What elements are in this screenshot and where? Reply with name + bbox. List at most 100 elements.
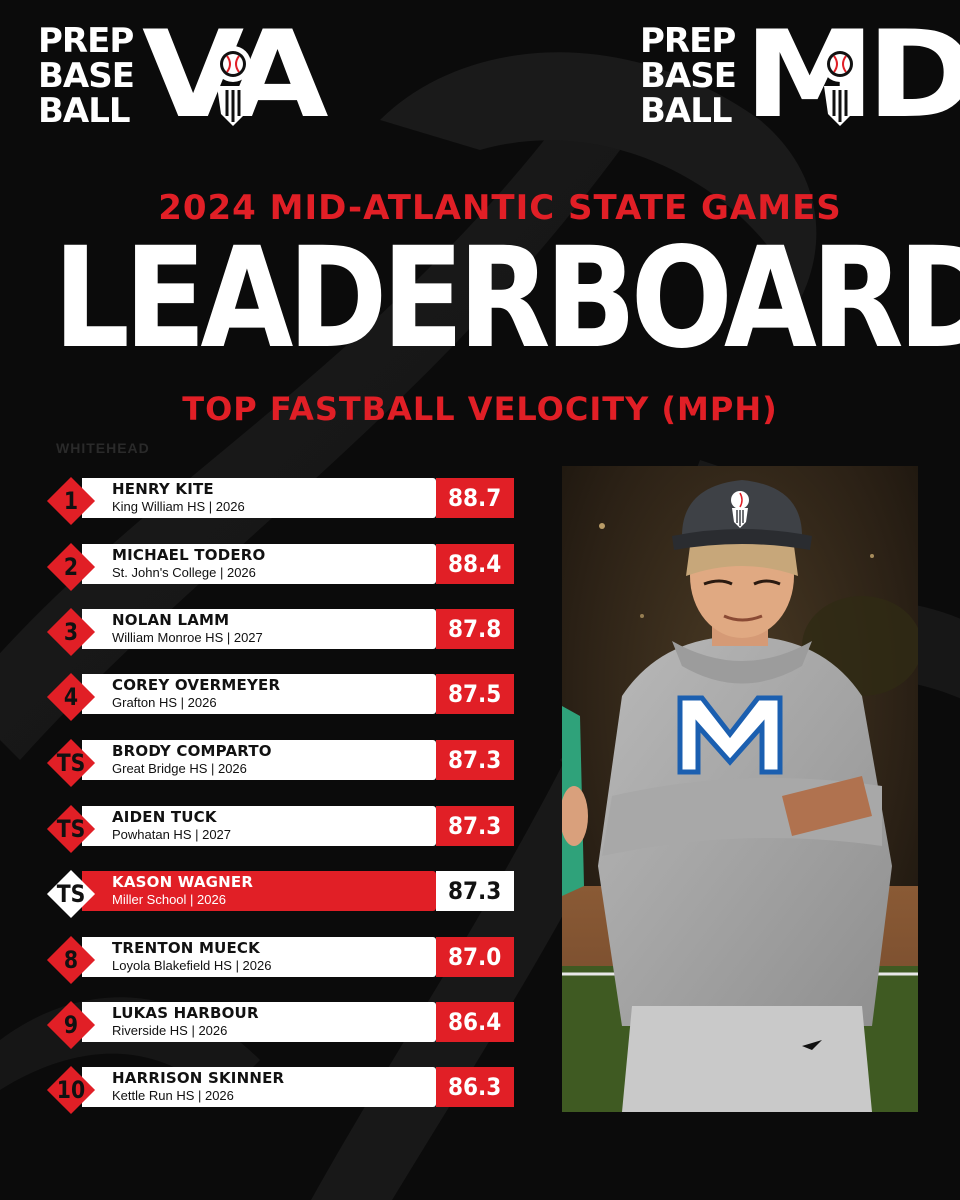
player-name: HENRY KITE [112,480,214,498]
velocity-value: 87.3 [436,871,514,911]
velocity-number: 87.3 [448,746,502,774]
player-portrait [562,466,918,1112]
rank-badge: 3 [46,607,96,657]
event-title: 2024 MID-ATLANTIC STATE GAMES [158,188,842,228]
logo-word: BASE [38,55,135,96]
jersey-letter-m [677,695,783,775]
player-name: TRENTON MUECK [112,939,260,957]
rank-badge: 2 [46,542,96,592]
logo-wordmark: PREP BASE BALL [38,20,135,131]
player-school: Loyola Blakefield HS | 2026 [112,958,272,973]
velocity-number: 88.7 [448,484,502,512]
velocity-value: 87.0 [436,937,514,977]
player-name: MICHAEL TODERO [112,546,266,564]
row-bar [82,871,436,911]
velocity-number: 86.3 [448,1073,502,1101]
leaderboard-row: 4 COREY OVERMEYER Grafton HS | 2026 87.5 [44,672,520,722]
rank-number: TS [56,749,86,777]
prep-baseball-va-logo: PREP BASE BALL VA [38,16,329,136]
logo-word: PREP [38,20,134,61]
rank-badge: TS [46,804,96,854]
velocity-number: 87.3 [448,812,502,840]
rank-number: 9 [63,1011,79,1039]
player-name: COREY OVERMEYER [112,676,281,694]
velocity-number: 87.5 [448,680,502,708]
player-school: Riverside HS | 2026 [112,1023,228,1038]
row-bar [82,937,436,977]
row-bar [82,674,436,714]
velocity-value: 87.3 [436,806,514,846]
velocity-value: 88.4 [436,544,514,584]
rank-number: 10 [56,1076,86,1104]
velocity-number: 88.4 [448,550,502,578]
baseball-shield-icon [822,46,858,126]
leaderboard-row: 3 NOLAN LAMM William Monroe HS | 2027 87.8 [44,607,520,657]
photo-credit: WHITEHEAD [56,440,150,456]
logo-word: BASE [640,55,737,96]
row-bar [82,544,436,584]
velocity-number: 86.4 [448,1008,502,1036]
rank-number: 3 [63,618,79,646]
rank-badge: 9 [46,1000,96,1050]
rank-number: 1 [63,487,79,515]
leaderboard-row: 8 TRENTON MUECK Loyola Blakefield HS | 202… [44,935,520,985]
player-school: Powhatan HS | 2027 [112,827,232,842]
row-bar [82,609,436,649]
prep-baseball-shield-icon [731,491,749,528]
player-name: AIDEN TUCK [112,808,217,826]
leaderboard-row: TS KASON WAGNER Miller School | 2026 87.3 [44,869,520,919]
leaderboard-row: 2 MICHAEL TODERO St. John's College | 2026… [44,542,520,592]
player-school: St. John's College | 2026 [112,565,256,580]
baseball-shield-icon [215,46,251,126]
leaderboard-row: 1 HENRY KITE King William HS | 2026 88.7 [44,476,520,526]
leaderboard-row: 10 HARRISON SKINNER Kettle Run HS | 2026 86… [44,1065,520,1115]
player-school: Great Bridge HS | 2026 [112,761,247,776]
player-name: LUKAS HARBOUR [112,1004,259,1022]
velocity-value: 86.4 [436,1002,514,1042]
rank-number: TS [56,880,86,908]
main-title: LEADERBOARD [53,218,960,380]
player-photo [562,466,918,1112]
logo-word: BALL [640,90,733,131]
player-school: William Monroe HS | 2027 [112,630,263,645]
logo-word: PREP [640,20,736,61]
rank-badge: TS [46,738,96,788]
row-bar [82,806,436,846]
velocity-number: 87.0 [448,943,502,971]
player-name: HARRISON SKINNER [112,1069,285,1087]
prep-baseball-md-logo: PREP BASE BALL MD [640,16,960,136]
subtitle: TOP FASTBALL VELOCITY (MPH) [182,390,778,428]
player-school: Grafton HS | 2026 [112,695,217,710]
rank-number: 8 [63,946,79,974]
row-bar [82,1002,436,1042]
rank-number: 4 [63,683,79,711]
logo-word: BALL [38,90,131,131]
rank-badge: 8 [46,935,96,985]
leaderboard-row: TS AIDEN TUCK Powhatan HS | 2027 87.3 [44,804,520,854]
rank-badge: 1 [46,476,96,526]
player-school: King William HS | 2026 [112,499,245,514]
velocity-value: 87.5 [436,674,514,714]
player-school: Kettle Run HS | 2026 [112,1088,234,1103]
velocity-value: 87.8 [436,609,514,649]
rank-badge: 4 [46,672,96,722]
row-bar [82,740,436,780]
player-name: KASON WAGNER [112,873,254,891]
row-bar [82,1067,436,1107]
velocity-number: 87.3 [448,877,502,905]
rank-number: TS [56,815,86,843]
velocity-number: 87.8 [448,615,502,643]
rank-number: 2 [63,553,79,581]
velocity-value: 86.3 [436,1067,514,1107]
velocity-value: 88.7 [436,478,514,518]
player-name: NOLAN LAMM [112,611,230,629]
velocity-value: 87.3 [436,740,514,780]
player-name: BRODY COMPARTO [112,742,272,760]
logo-wordmark: PREP BASE BALL [640,20,737,131]
leaderboard-row: 9 LUKAS HARBOUR Riverside HS | 2026 86.4 [44,1000,520,1050]
row-bar [82,478,436,518]
player-school: Miller School | 2026 [112,892,226,907]
rank-badge: TS [46,869,96,919]
leaderboard-row: TS BRODY COMPARTO Great Bridge HS | 2026 87… [44,738,520,788]
rank-badge: 10 [46,1065,96,1115]
